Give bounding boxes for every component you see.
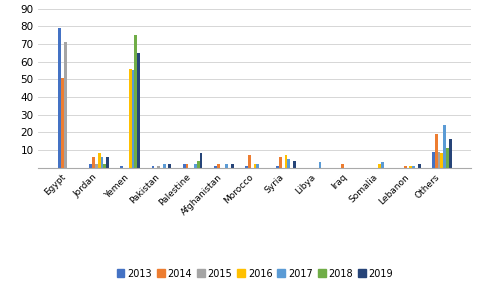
Bar [157, 166, 160, 168]
Bar [151, 166, 154, 168]
Bar [134, 35, 137, 168]
Bar [278, 157, 281, 168]
Bar [185, 164, 188, 168]
Bar [182, 164, 185, 168]
Bar [129, 69, 132, 168]
Bar [163, 164, 165, 168]
Bar [443, 125, 445, 168]
Bar [380, 162, 383, 168]
Bar [120, 166, 123, 168]
Bar [132, 71, 134, 168]
Bar [225, 164, 228, 168]
Bar [193, 164, 196, 168]
Bar [408, 166, 411, 168]
Bar [61, 77, 64, 168]
Bar [417, 164, 420, 168]
Bar [137, 53, 140, 168]
Bar [403, 166, 406, 168]
Bar [276, 166, 278, 168]
Bar [341, 164, 344, 168]
Bar [247, 155, 250, 168]
Bar [230, 164, 233, 168]
Bar [97, 153, 100, 168]
Bar [92, 157, 95, 168]
Bar [106, 157, 109, 168]
Bar [64, 42, 66, 168]
Bar [168, 164, 171, 168]
Bar [199, 153, 202, 168]
Bar [58, 28, 61, 168]
Bar [256, 164, 259, 168]
Bar [216, 164, 219, 168]
Bar [284, 155, 287, 168]
Bar [214, 166, 216, 168]
Bar [431, 152, 434, 168]
Bar [411, 166, 414, 168]
Bar [292, 161, 295, 168]
Bar [103, 164, 106, 168]
Bar [253, 164, 256, 168]
Bar [437, 152, 440, 168]
Bar [440, 153, 443, 168]
Bar [448, 139, 451, 168]
Bar [287, 159, 290, 168]
Bar [95, 164, 97, 168]
Bar [377, 164, 380, 168]
Bar [89, 164, 92, 168]
Bar [318, 162, 321, 168]
Bar [100, 157, 103, 168]
Bar [245, 166, 247, 168]
Bar [434, 134, 437, 168]
Bar [196, 161, 199, 168]
Legend: 2013, 2014, 2015, 2016, 2017, 2018, 2019: 2013, 2014, 2015, 2016, 2017, 2018, 2019 [112, 265, 396, 282]
Bar [445, 148, 448, 168]
